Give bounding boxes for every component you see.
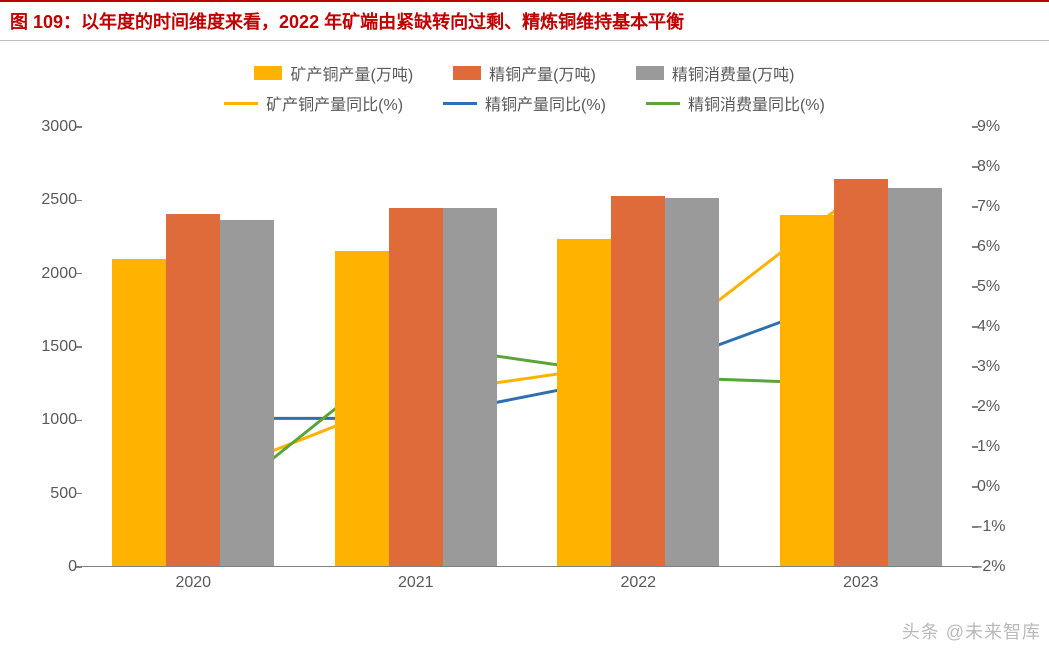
bar (557, 239, 611, 566)
legend-line-2: 精铜产量同比(%) (443, 91, 606, 115)
y-right-tick (972, 246, 978, 248)
y-right-label: -2% (977, 558, 1027, 576)
bar (665, 198, 719, 566)
y-right-label: -1% (977, 518, 1027, 536)
watermark: 头条 @未来智库 (902, 618, 1041, 644)
y-right-tick (972, 286, 978, 288)
bar (611, 196, 665, 566)
x-axis-label: 2023 (843, 574, 879, 592)
y-right-tick (972, 166, 978, 168)
y-right-label: 9% (977, 118, 1027, 136)
y-right-label: 6% (977, 238, 1027, 256)
bar (112, 259, 166, 566)
y-right-tick (972, 406, 978, 408)
y-right-label: 4% (977, 318, 1027, 336)
legend-line-3-label: 精铜消费量同比(%) (688, 91, 825, 115)
y-left-tick (76, 493, 82, 495)
y-left-tick (76, 126, 82, 128)
bar-group (112, 214, 274, 566)
legend-bar-3-label: 精铜消费量(万吨) (672, 61, 795, 85)
y-left-label: 3000 (22, 118, 77, 136)
y-left-label: 2000 (22, 265, 77, 283)
y-right-label: 7% (977, 198, 1027, 216)
series-line (193, 293, 861, 419)
swatch-line-2 (443, 102, 477, 105)
y-axis-right: -2%-1%0%1%2%3%4%5%6%7%8%9% (977, 127, 1027, 597)
series-line (193, 191, 861, 482)
legend: 矿产铜产量(万吨) 精铜产量(万吨) 精铜消费量(万吨) 矿产铜产量同比(%) … (0, 41, 1049, 127)
legend-bar-1: 矿产铜产量(万吨) (254, 61, 413, 85)
chart-title: 图 109：以年度的时间维度来看，2022 年矿端由紧缺转向过剩、精炼铜维持基本… (10, 12, 684, 32)
y-right-tick (972, 366, 978, 368)
y-right-label: 0% (977, 478, 1027, 496)
legend-line-2-label: 精铜产量同比(%) (485, 91, 606, 115)
chart-title-bar: 图 109：以年度的时间维度来看，2022 年矿端由紧缺转向过剩、精炼铜维持基本… (0, 0, 1049, 41)
legend-line-3: 精铜消费量同比(%) (646, 91, 825, 115)
y-right-tick (972, 126, 978, 128)
swatch-line-3 (646, 102, 680, 105)
bar (888, 188, 942, 566)
bar (335, 251, 389, 566)
legend-bar-2-label: 精铜产量(万吨) (489, 61, 596, 85)
y-right-label: 5% (977, 278, 1027, 296)
legend-line-1-label: 矿产铜产量同比(%) (266, 91, 403, 115)
x-axis-label: 2021 (398, 574, 434, 592)
y-right-tick (972, 206, 978, 208)
legend-bar-3: 精铜消费量(万吨) (636, 61, 795, 85)
y-left-tick (76, 273, 82, 275)
swatch-bar-3 (636, 66, 664, 80)
chart-area: 050010001500200025003000 -2%-1%0%1%2%3%4… (22, 127, 1027, 597)
y-left-label: 0 (22, 558, 77, 576)
y-left-tick (76, 346, 82, 348)
y-right-tick (972, 326, 978, 328)
bar (220, 220, 274, 566)
y-right-tick (972, 486, 978, 488)
y-right-tick (972, 526, 978, 528)
y-left-tick (76, 566, 82, 568)
y-left-label: 500 (22, 485, 77, 503)
y-axis-left: 050010001500200025003000 (22, 127, 77, 597)
bar-group (557, 196, 719, 566)
y-left-label: 1500 (22, 338, 77, 356)
y-right-label: 1% (977, 438, 1027, 456)
swatch-line-1 (224, 102, 258, 105)
legend-row-lines: 矿产铜产量同比(%) 精铜产量同比(%) 精铜消费量同比(%) (224, 91, 825, 115)
bar-group (335, 208, 497, 566)
x-axis-label: 2022 (620, 574, 656, 592)
legend-bar-2: 精铜产量(万吨) (453, 61, 596, 85)
y-right-tick (972, 566, 978, 568)
bar (389, 208, 443, 566)
y-left-tick (76, 200, 82, 202)
series-line (193, 345, 861, 523)
bar-group (780, 179, 942, 566)
y-left-tick (76, 420, 82, 422)
y-right-label: 3% (977, 358, 1027, 376)
plot-area: 2020202120222023 (82, 127, 972, 567)
legend-row-bars: 矿产铜产量(万吨) 精铜产量(万吨) 精铜消费量(万吨) (254, 61, 794, 85)
bar (780, 215, 834, 566)
swatch-bar-2 (453, 66, 481, 80)
bar (443, 208, 497, 566)
y-right-tick (972, 446, 978, 448)
bar (166, 214, 220, 566)
legend-bar-1-label: 矿产铜产量(万吨) (290, 61, 413, 85)
y-right-label: 2% (977, 398, 1027, 416)
legend-line-1: 矿产铜产量同比(%) (224, 91, 403, 115)
x-axis-label: 2020 (175, 574, 211, 592)
bar (834, 179, 888, 566)
y-left-label: 1000 (22, 411, 77, 429)
swatch-bar-1 (254, 66, 282, 80)
y-right-label: 8% (977, 158, 1027, 176)
y-left-label: 2500 (22, 191, 77, 209)
